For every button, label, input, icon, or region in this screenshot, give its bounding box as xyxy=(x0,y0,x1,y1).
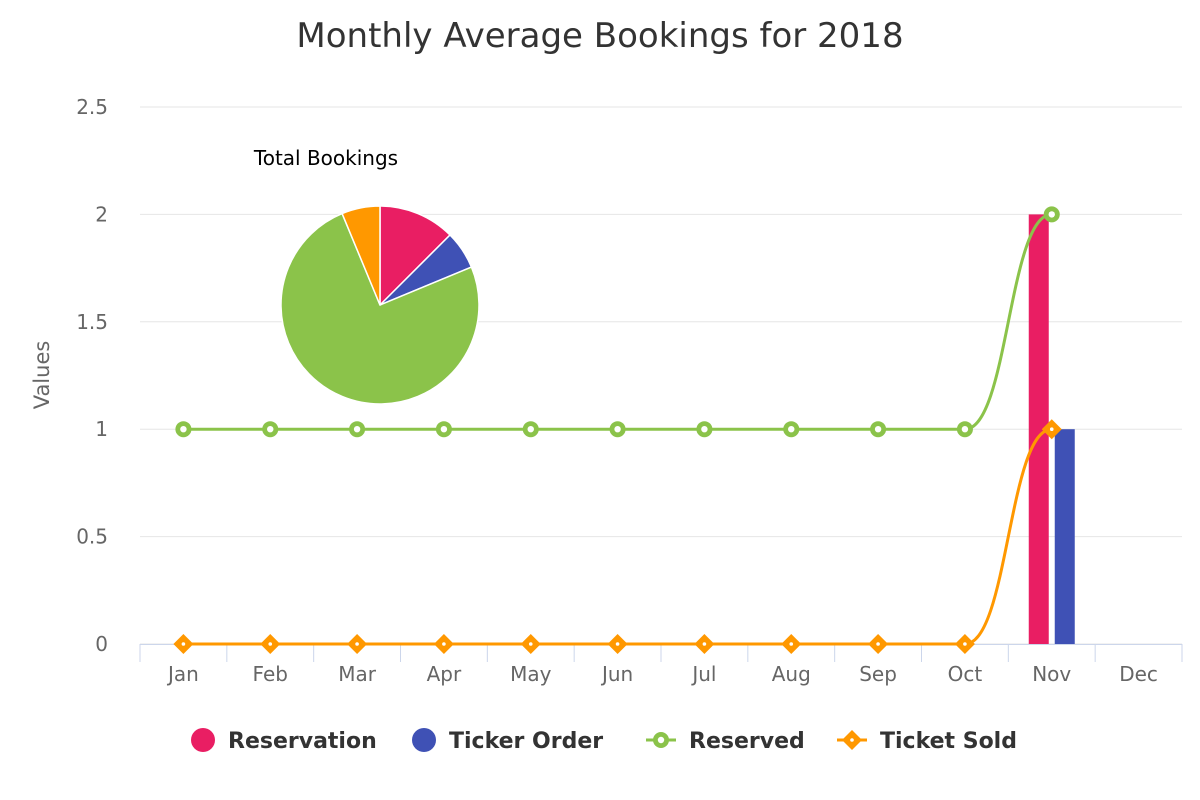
data-point-center xyxy=(1049,211,1055,217)
pie-title: Total Bookings xyxy=(253,146,398,170)
x-tick-label: Oct xyxy=(948,662,983,686)
x-axis: Jan Feb Mar Apr May Jun Jul Aug Sep Oct Nov Dec xyxy=(140,644,1182,686)
y-tick-label: 1.5 xyxy=(76,310,108,334)
legend-symbol xyxy=(191,728,215,752)
gridlines xyxy=(140,107,1182,644)
data-point-center xyxy=(529,642,533,646)
data-point-center xyxy=(703,642,707,646)
data-point-center xyxy=(268,642,272,646)
data-point-center xyxy=(182,642,186,646)
bar xyxy=(1055,429,1075,644)
legend-symbol-center xyxy=(658,737,664,743)
x-tick-label: Jun xyxy=(600,662,633,686)
data-point-center xyxy=(442,642,446,646)
data-point-center xyxy=(788,426,794,432)
data-point-center xyxy=(963,642,967,646)
x-tick-label: Nov xyxy=(1032,662,1071,686)
data-point-center xyxy=(528,426,534,432)
data-point-center xyxy=(614,426,620,432)
data-point-center xyxy=(441,426,447,432)
legend-label: Reservation xyxy=(228,729,377,754)
data-point-center xyxy=(267,426,273,432)
x-tick-label: Feb xyxy=(253,662,288,686)
data-point-center xyxy=(355,642,359,646)
legend-symbol-center xyxy=(850,738,854,742)
x-tick-label: Jul xyxy=(690,662,716,686)
data-point-center xyxy=(616,642,620,646)
data-point-center xyxy=(876,642,880,646)
x-tick-label: Aug xyxy=(772,662,811,686)
legend-symbol xyxy=(412,728,436,752)
y-tick-label: 2 xyxy=(95,202,108,226)
x-tick-label: Sep xyxy=(859,662,897,686)
legend: Reservation Ticker Order Reserved Ticket So… xyxy=(191,728,1017,754)
data-point-center xyxy=(1050,427,1054,431)
x-tick-label: May xyxy=(510,662,552,686)
pie-chart: Total Bookings xyxy=(253,146,479,404)
chart-title: Monthly Average Bookings for 2018 xyxy=(296,16,903,56)
legend-label: Ticker Order xyxy=(449,729,603,754)
data-point-center xyxy=(962,426,968,432)
x-tick-label: Mar xyxy=(338,662,377,686)
legend-label: Reserved xyxy=(689,729,805,754)
data-point-center xyxy=(789,642,793,646)
x-tick-label: Jan xyxy=(166,662,199,686)
y-axis-title: Values xyxy=(30,341,54,410)
y-axis: 0 0.5 1 1.5 2 2.5 xyxy=(76,95,108,656)
y-tick-label: 0.5 xyxy=(76,525,108,549)
y-tick-label: 2.5 xyxy=(76,95,108,119)
y-tick-label: 0 xyxy=(95,632,108,656)
y-tick-label: 1 xyxy=(95,417,108,441)
x-tick-label: Dec xyxy=(1119,662,1158,686)
data-point-center xyxy=(354,426,360,432)
data-point-center xyxy=(180,426,186,432)
legend-label: Ticket Sold xyxy=(880,729,1017,754)
x-tick-label: Apr xyxy=(427,662,462,686)
data-point-center xyxy=(875,426,881,432)
data-point-center xyxy=(701,426,707,432)
